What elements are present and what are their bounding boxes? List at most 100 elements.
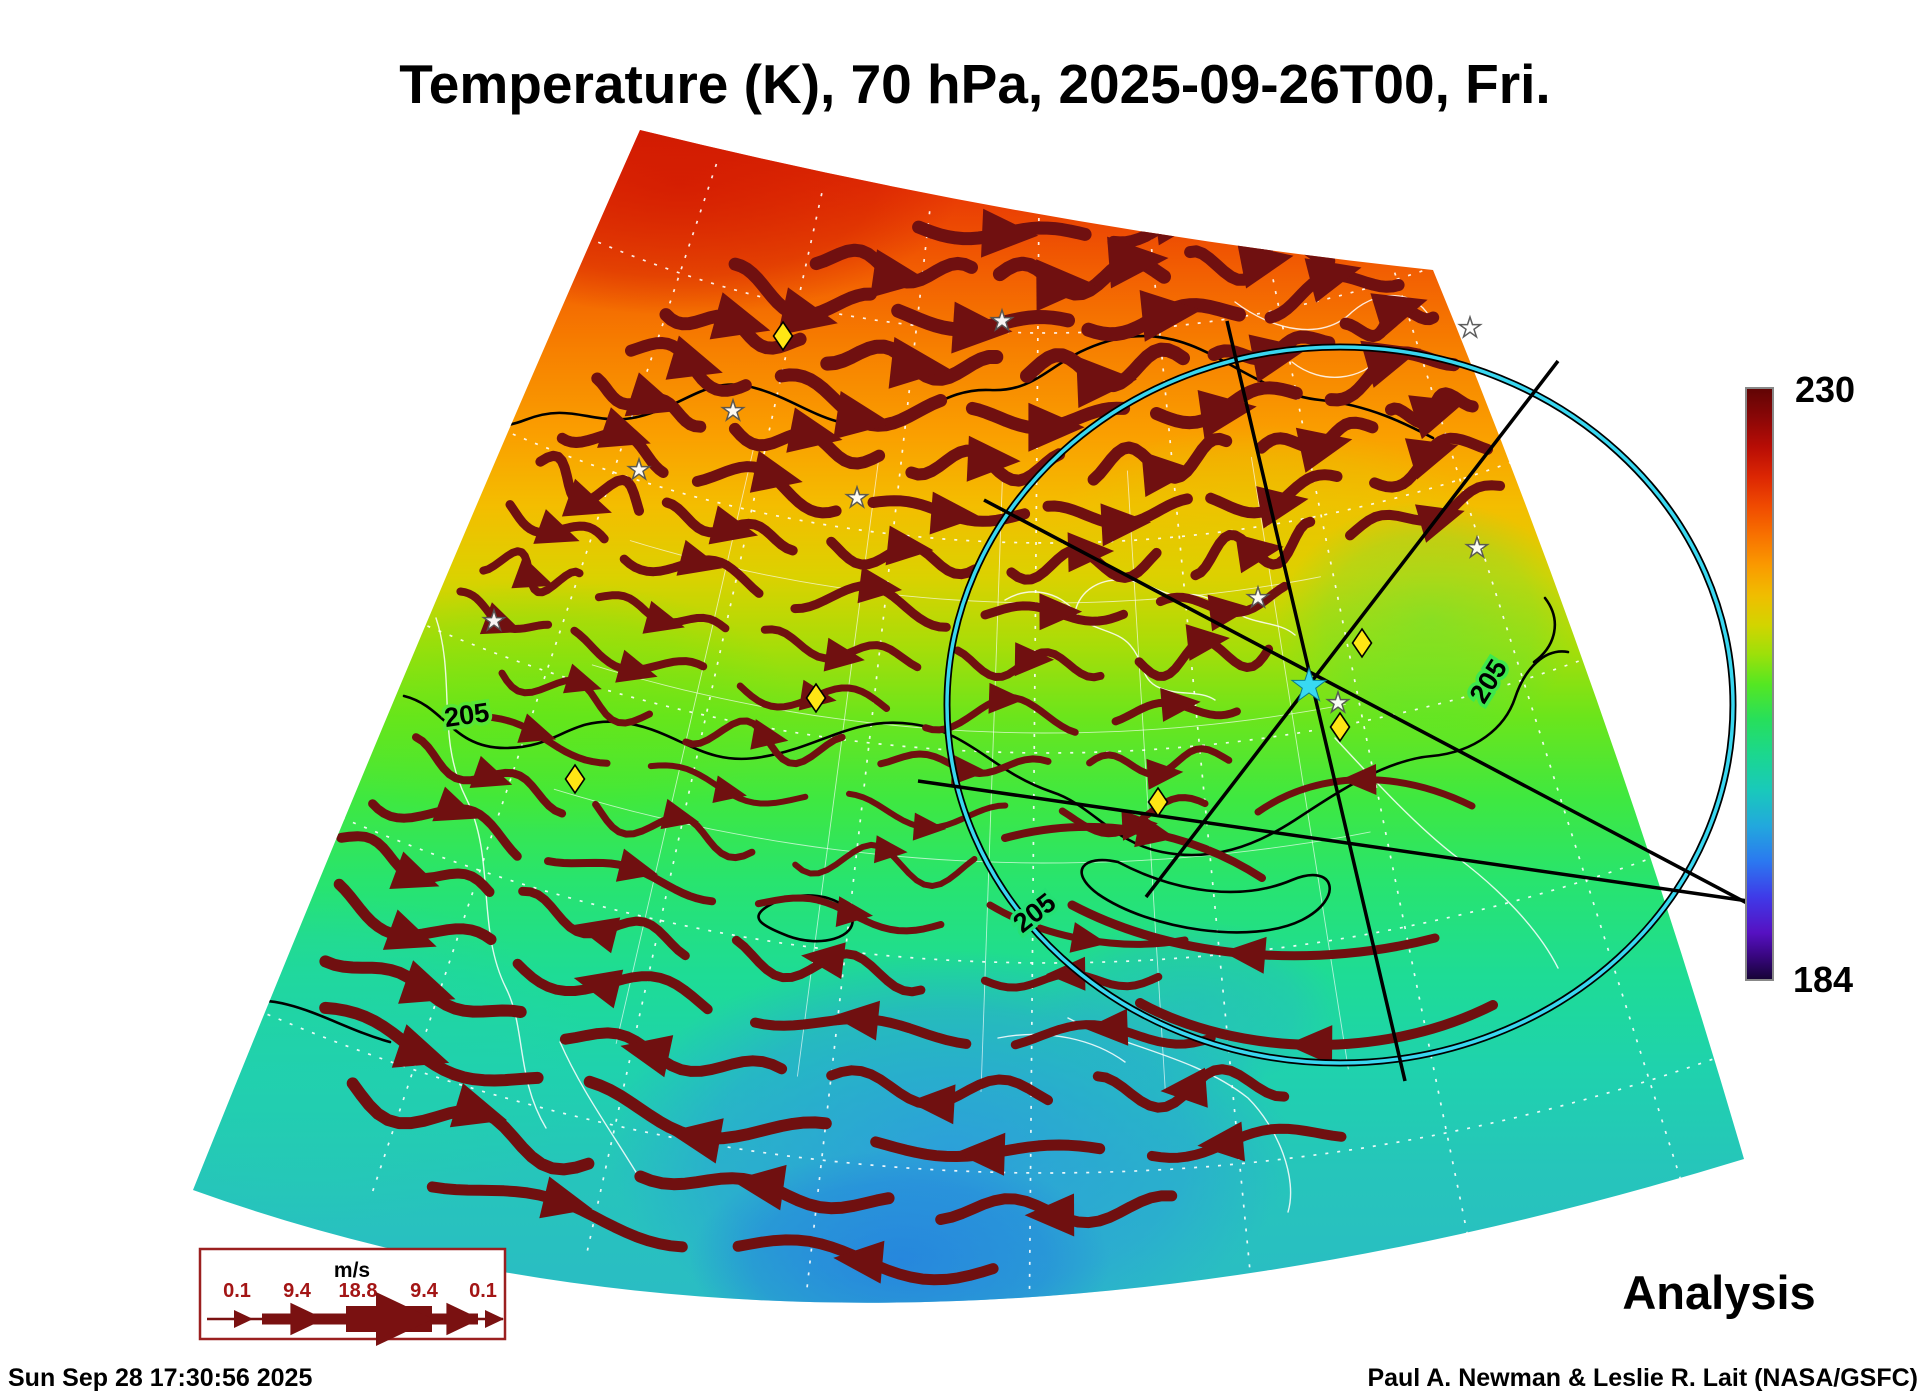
wind-arrowhead [1100,503,1151,547]
temperature-contour [757,894,854,943]
azimuth-line [1225,320,1407,1082]
wind-arrowhead [511,556,555,589]
wind-arrowhead [1085,1008,1129,1046]
wind-arrowhead [615,848,658,882]
wind-arrowhead [870,249,930,298]
temperature-contour [1532,596,1557,664]
contour-label: 205 [442,697,491,733]
station-star-marker [720,397,746,422]
colorbar-max-label: 230 [1795,369,1855,410]
wind-arrowhead [1370,293,1428,338]
wind-arrowhead [1235,533,1284,574]
wind-legend-value: 0.1 [223,1280,251,1302]
wind-arrowhead [382,909,437,950]
wind-arrowhead [709,292,771,340]
wind-arrowhead [966,435,1021,482]
wind-arrowhead [432,786,479,822]
page-title: Temperature (K), 70 hPa, 2025-09-26T00, … [399,53,1550,115]
colorbar-min-label: 184 [1793,959,1853,1000]
azimuth-line [1144,359,1560,899]
wind-arrowhead [874,835,908,864]
wind-arrowhead [1237,243,1294,289]
wind-arrowhead [1160,1067,1208,1108]
station-diamond-marker [1329,711,1351,743]
station-star-marker [1245,584,1271,609]
wind-arrowhead [665,335,723,380]
station-star-marker [989,307,1015,332]
station-star-marker [844,484,870,509]
wind-arrowhead [832,1000,880,1041]
wind-arrowhead [517,713,557,743]
wind-arrowhead [885,525,934,566]
wind-arrowhead [1024,1193,1075,1237]
legend-arrowhead [376,1292,433,1346]
station-diamond-marker [564,763,586,795]
wind-arrowhead [712,775,747,803]
wind-arrowhead [888,337,951,389]
latitude-gridline [319,807,1661,964]
station-marker-layer [481,307,1490,818]
station-star-marker [1325,689,1351,714]
wind-arrowhead [1076,356,1137,408]
balloon-site-star [1290,666,1328,702]
wind-arrowhead [857,566,902,604]
wind-arrowhead [750,719,789,750]
coastline [559,1041,643,1183]
latitude-gridline [490,423,1517,544]
state-boundary [591,664,1346,734]
wind-arrowhead [777,287,838,336]
longitude-gridline [1028,217,1040,1303]
wind-arrowhead [835,896,873,927]
wind-arrowhead [574,917,621,954]
wind-arrowhead [1036,259,1096,312]
station-star-marker [626,456,652,481]
station-star-marker [1457,314,1483,339]
azimuth-line [983,498,1761,912]
coastline [1004,591,1216,701]
wind-arrowhead [1134,813,1176,848]
wind-arrowhead [749,450,803,493]
wind-arrowhead [833,391,893,440]
wind-arrowhead [1304,258,1362,303]
wind-arrowhead [1067,532,1115,573]
coastline [997,1033,1126,1063]
product-label: Analysis [1622,1266,1815,1319]
streamline [1001,823,1266,882]
station-diamond-marker [805,682,827,714]
temperature-contour [402,650,1570,857]
temperature-contour [1080,858,1331,934]
legend-arrowhead [446,1302,481,1336]
wind-arrowhead [1107,236,1169,289]
wind-arrowhead [642,600,685,634]
station-star-marker [481,607,507,632]
wind-arrowhead [981,208,1039,258]
azimuth-line [917,779,1749,903]
streamline [1146,1123,1347,1163]
station-diamond-marker [772,320,794,352]
longitude-gridline [805,211,931,1295]
wind-arrowhead [398,960,456,1004]
wind-arrowhead [1014,642,1055,677]
wind-legend-value: 9.4 [283,1280,312,1302]
wind-arrowhead [620,1035,674,1078]
wind-speed-legend: m/s 0.1 9.4 18.8 9.4 0.1 [198,1247,507,1346]
credit-text: Paul A. Newman & Leslie R. Lait (NASA/GS… [1367,1364,1918,1392]
wind-legend-value: 0.1 [469,1280,497,1302]
wind-arrowhead [1404,438,1459,480]
wind-arrowhead [731,1164,787,1211]
wind-arrowhead [1039,593,1083,631]
wind-arrowhead [676,539,723,576]
legend-arrowhead [234,1310,253,1328]
wind-arrowhead [1295,427,1353,473]
station-diamond-marker [1351,627,1373,659]
wind-arrowhead [823,637,865,672]
wind-legend-value: 18.8 [339,1280,378,1302]
wind-arrowhead [908,1084,956,1125]
wind-arrowhead [667,1118,724,1164]
wind-arrowhead [951,754,988,786]
wind-arrowhead [1146,758,1184,790]
wind-arrowhead [912,812,947,841]
wind-arrowhead [1185,624,1230,661]
wind-arrowhead [561,478,612,517]
temperature-blob [193,890,590,1230]
